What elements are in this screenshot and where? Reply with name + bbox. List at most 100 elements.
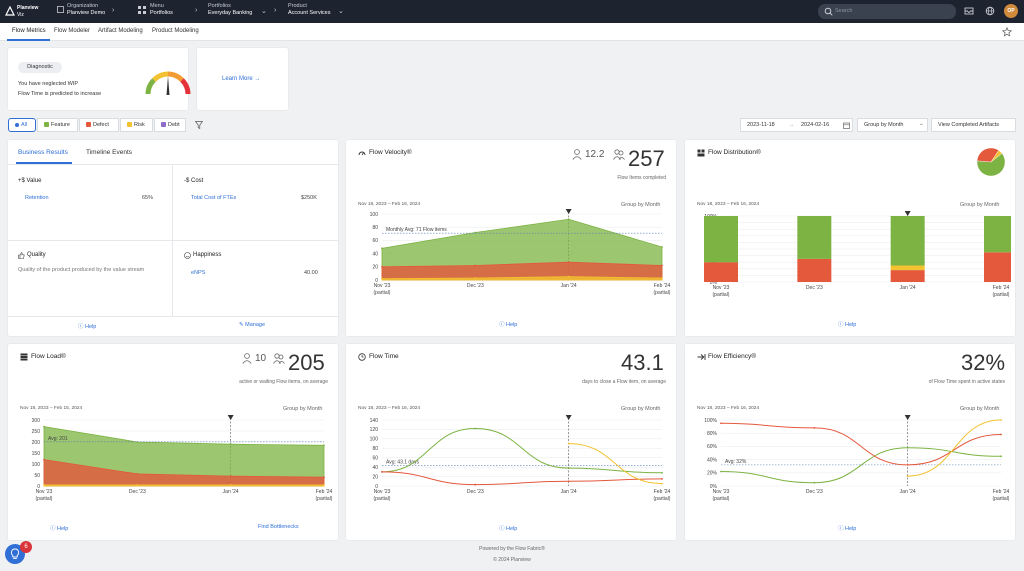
- data-point: [567, 442, 570, 445]
- active-tab-indicator: [16, 162, 72, 164]
- user-avatar[interactable]: OP: [1004, 4, 1018, 18]
- filter-label: Defect: [93, 122, 109, 128]
- retention-value: 65%: [142, 195, 154, 201]
- bar-feature: [984, 216, 1011, 253]
- velocity-subtitle: Flow Items completed: [617, 175, 666, 181]
- cost-link[interactable]: Total Cost of FTEs: [191, 195, 237, 201]
- search-input[interactable]: Search: [818, 4, 956, 19]
- find-bottlenecks-link[interactable]: Find Bottlenecks: [258, 524, 299, 530]
- filter-debt[interactable]: Debt: [154, 118, 186, 132]
- logo-subtext: Viz: [17, 12, 24, 18]
- data-point: [323, 484, 325, 486]
- bar-defect: [984, 252, 1011, 282]
- flow-distribution-chart: 0%10%20%30%40%50%60%70%80%90%100%Nov '23…: [704, 211, 1011, 298]
- data-point: [567, 480, 570, 483]
- data-point: [381, 277, 383, 280]
- x-tick-label: Jan '24: [900, 285, 916, 291]
- x-tick-label: Feb '24: [993, 489, 1010, 495]
- data-point: [813, 481, 816, 484]
- y-tick-label: 80: [372, 446, 378, 452]
- tab-flow-metrics[interactable]: Flow Metrics: [12, 28, 46, 34]
- chevron-down-icon[interactable]: ⌄: [261, 8, 267, 15]
- date-to[interactable]: 2024-02-16: [801, 122, 830, 128]
- enps-link[interactable]: eNPS: [191, 270, 206, 276]
- tab-product-modeling[interactable]: Product Modeling: [152, 28, 199, 34]
- inbox-icon[interactable]: [964, 6, 974, 16]
- filter-all[interactable]: All: [8, 118, 36, 132]
- bar-feature: [797, 216, 832, 259]
- chevron-down-icon: ⌄: [919, 121, 924, 127]
- learn-more-link[interactable]: Learn More →: [222, 76, 261, 82]
- y-tick-label: 40: [372, 465, 378, 471]
- crumb-label: Portfolios: [208, 3, 231, 9]
- x-tick-label-partial: (partial): [713, 292, 730, 298]
- y-tick-label: 20: [372, 474, 378, 480]
- date-range: Nov 18, 2023 – Feb 15, 2024: [20, 406, 83, 411]
- breadcrumb-portfolio[interactable]: Portfolios Everyday Banking: [208, 3, 252, 20]
- date-from[interactable]: 2023-11-18: [747, 122, 775, 128]
- group-by-label[interactable]: Group by Month: [960, 406, 1000, 412]
- efficiency-title: Flow Efficiency®: [708, 353, 757, 360]
- data-point: [906, 475, 909, 477]
- retention-link[interactable]: Retention: [25, 195, 49, 201]
- x-tick-label-partial: (partial): [374, 290, 391, 296]
- manage-link[interactable]: ✎ Manage: [239, 322, 265, 328]
- y-tick-label: 0: [375, 278, 378, 284]
- help-link[interactable]: ⓘ Help: [78, 322, 96, 330]
- filter-risk[interactable]: Risk: [120, 118, 153, 132]
- velocity-title: Flow Velocity®: [369, 149, 412, 156]
- business-results-card: Business Results Timeline Events +$ Valu…: [8, 140, 338, 336]
- date-arrow: →: [789, 122, 795, 128]
- velocity-value: 257: [628, 146, 665, 171]
- help-link[interactable]: ⓘ Help: [499, 320, 517, 328]
- help-icon: ⓘ: [50, 526, 58, 532]
- help-label: Help: [845, 322, 857, 328]
- date-range-picker[interactable]: 2023-11-18 → 2024-02-16: [740, 118, 853, 132]
- divider: [8, 240, 338, 241]
- globe-icon[interactable]: [985, 6, 995, 16]
- view-completed-artifacts-button[interactable]: View Completed Artifacts: [931, 118, 1016, 132]
- filter-defect[interactable]: Defect: [79, 118, 119, 132]
- average-label: Monthly Avg: 71 Flow items: [386, 227, 447, 233]
- help-link[interactable]: ⓘ Help: [838, 524, 856, 532]
- today-marker-icon: [227, 415, 234, 420]
- filter-feature[interactable]: Feature: [37, 118, 78, 132]
- velocity-per-person: 12.2: [585, 149, 605, 160]
- tab-artifact-modeling[interactable]: Artifact Modeling: [98, 28, 143, 34]
- help-link[interactable]: ⓘ Help: [50, 524, 68, 532]
- line-defect: [381, 471, 663, 486]
- cost-value: $250K: [301, 195, 317, 201]
- group-by-label[interactable]: Group by Month: [621, 406, 661, 412]
- x-tick-label: Jan '24: [561, 489, 577, 495]
- planview-logo[interactable]: Planview Viz: [5, 4, 47, 19]
- filter-label: Feature: [51, 122, 70, 128]
- data-point: [813, 427, 816, 429]
- chevron-down-icon[interactable]: ⌄: [338, 8, 344, 15]
- help-link[interactable]: ⓘ Help: [499, 524, 517, 532]
- tab-timeline-events[interactable]: Timeline Events: [86, 149, 132, 156]
- star-icon[interactable]: [1002, 27, 1012, 37]
- breadcrumb-product[interactable]: Product Account Services: [288, 3, 331, 20]
- x-tick-label: Dec '23: [467, 283, 484, 289]
- group-by-label[interactable]: Group by Month: [960, 202, 1000, 208]
- defect-icon: [86, 121, 91, 127]
- diagnostic-message-1: You have neglected WIP: [18, 81, 79, 87]
- help-link[interactable]: ⓘ Help: [838, 320, 856, 328]
- x-tick-label: Jan '24: [900, 489, 916, 495]
- group-by-select[interactable]: Group by Month ⌄: [857, 118, 928, 132]
- data-point: [381, 265, 383, 268]
- data-point: [229, 484, 232, 486]
- chevron-right-icon: ›: [112, 7, 115, 14]
- load-per-person: 10: [255, 353, 267, 364]
- help-icon: ⓘ: [838, 322, 846, 328]
- tab-flow-modeler[interactable]: Flow Modeler: [54, 28, 91, 34]
- filter-funnel-icon[interactable]: [195, 121, 203, 129]
- data-point: [381, 470, 383, 473]
- data-point: [43, 484, 45, 486]
- tab-business-results[interactable]: Business Results: [18, 149, 68, 156]
- learn-more-card[interactable]: Learn More →: [197, 48, 288, 110]
- y-tick-label: 20: [372, 265, 378, 271]
- group-by-label[interactable]: Group by Month: [621, 202, 661, 208]
- data-point: [906, 446, 909, 449]
- group-by-label[interactable]: Group by Month: [283, 406, 323, 412]
